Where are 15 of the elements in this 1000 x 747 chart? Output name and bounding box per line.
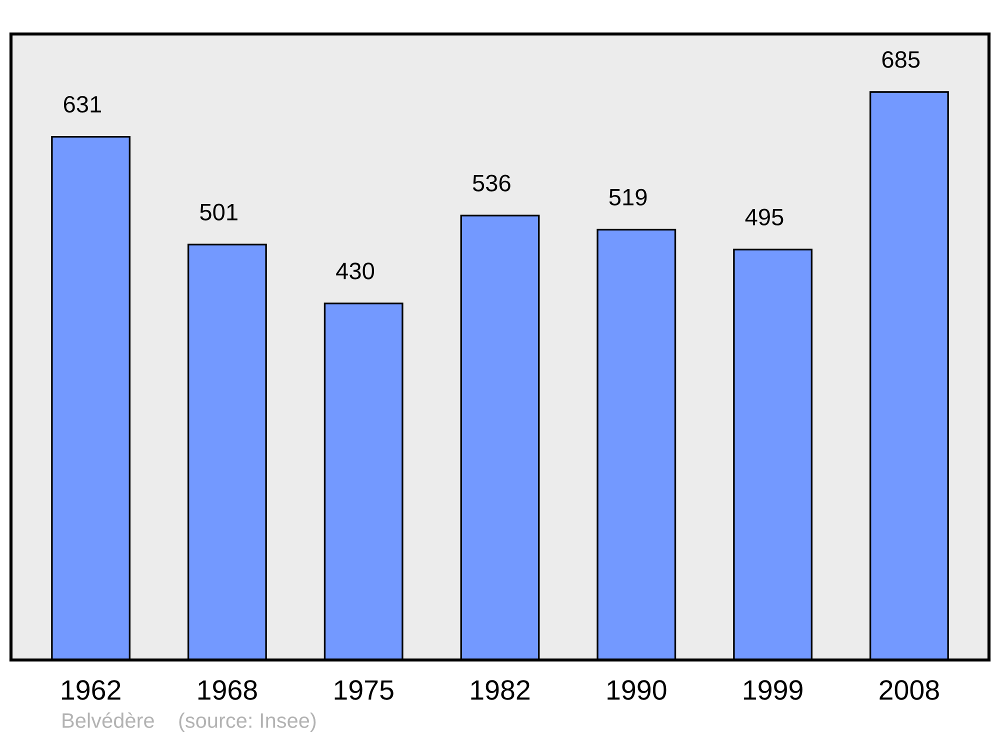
x-tick-label: 1975 <box>334 680 394 700</box>
text: Belvédère (source: Insee) <box>62 712 316 732</box>
x-tick-label: 1990 <box>608 680 666 700</box>
x-tick-label: 1999 <box>744 680 802 700</box>
data-label: 536 <box>472 174 510 192</box>
data-label: 430 <box>336 262 374 280</box>
x-tick-label: 2008 <box>880 680 939 700</box>
data-label: 495 <box>745 208 784 226</box>
data-label: 519 <box>609 188 647 206</box>
x-tick-label: 1962 <box>62 680 120 700</box>
data-label: 685 <box>882 51 920 68</box>
x-tick-label: 1968 <box>198 680 257 700</box>
data-label: 631 <box>64 96 102 113</box>
data-label: 501 <box>200 204 238 220</box>
x-tick-label: 1982 <box>471 680 530 700</box>
